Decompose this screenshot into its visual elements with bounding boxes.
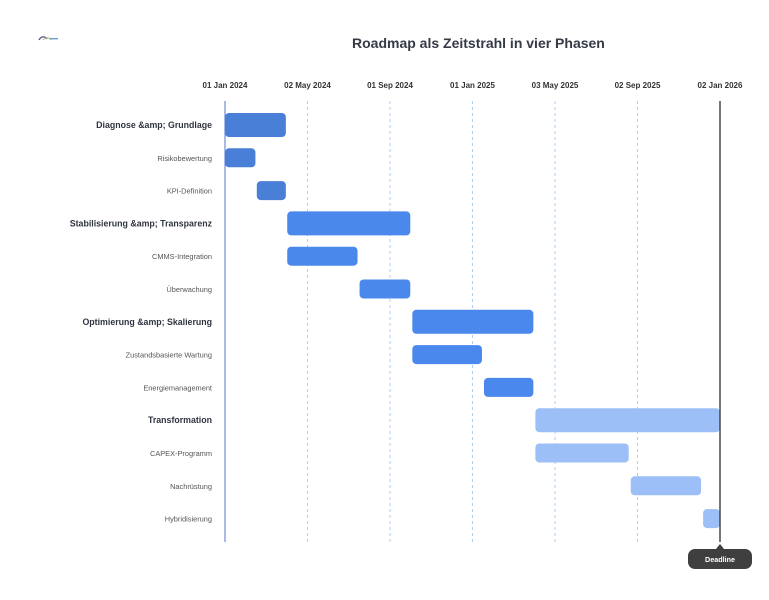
x-tick-label: 01 Jan 2024 bbox=[203, 81, 248, 90]
x-tick-label: 01 Sep 2024 bbox=[367, 81, 413, 90]
task-label: Risikobewertung bbox=[157, 154, 212, 163]
phase-label: Optimierung &amp; Skalierung bbox=[82, 317, 212, 327]
task-label: CAPEX-Programm bbox=[150, 449, 212, 458]
phase-bar[interactable] bbox=[287, 211, 411, 236]
phase-label: Diagnose &amp; Grundlage bbox=[96, 120, 212, 130]
task-label: KPI-Definition bbox=[167, 187, 212, 196]
task-label: Energiemanagement bbox=[143, 383, 212, 392]
x-tick-label: 02 May 2024 bbox=[284, 81, 331, 90]
x-tick-label: 03 May 2025 bbox=[532, 81, 579, 90]
task-bar[interactable] bbox=[287, 246, 358, 266]
phase-label: Stabilisierung &amp; Transparenz bbox=[70, 218, 213, 228]
row-labels: Diagnose &amp; Grundlage Risikobewertung K… bbox=[70, 120, 213, 524]
task-label: Nachrüstung bbox=[170, 482, 212, 491]
deadline-label: Deadline bbox=[705, 555, 735, 564]
task-label: Überwachung bbox=[166, 285, 212, 294]
chart-title: Roadmap als Zeitstrahl in vier Phasen bbox=[352, 35, 605, 51]
x-tick-label: 02 Jan 2026 bbox=[698, 81, 743, 90]
x-axis-ticks: 01 Jan 2024 02 May 2024 01 Sep 2024 01 Jan … bbox=[203, 81, 743, 90]
x-tick-label: 01 Jan 2025 bbox=[450, 81, 495, 90]
task-bar[interactable] bbox=[225, 148, 256, 168]
task-label: CMMS-Integration bbox=[152, 252, 212, 261]
phase-label: Transformation bbox=[148, 415, 212, 425]
phase-bar[interactable] bbox=[412, 309, 534, 334]
gantt-bars bbox=[225, 113, 720, 529]
task-bar[interactable] bbox=[483, 377, 534, 397]
task-bar[interactable] bbox=[535, 443, 629, 463]
deadline-pointer-icon bbox=[716, 544, 724, 549]
task-bar[interactable] bbox=[359, 279, 411, 299]
x-tick-label: 02 Sep 2025 bbox=[615, 81, 661, 90]
task-label: Hybridisierung bbox=[165, 515, 212, 524]
task-bar[interactable] bbox=[412, 345, 482, 365]
company-logo-icon bbox=[38, 36, 58, 41]
task-label: Zustandsbasierte Wartung bbox=[126, 351, 212, 360]
phase-bar[interactable] bbox=[535, 408, 720, 433]
task-bar[interactable] bbox=[630, 476, 702, 496]
task-bar[interactable] bbox=[703, 509, 720, 529]
task-bar[interactable] bbox=[256, 181, 286, 201]
deadline-badge bbox=[688, 549, 752, 569]
phase-bar[interactable] bbox=[225, 113, 286, 137]
deadline-marker: Deadline bbox=[688, 101, 752, 569]
